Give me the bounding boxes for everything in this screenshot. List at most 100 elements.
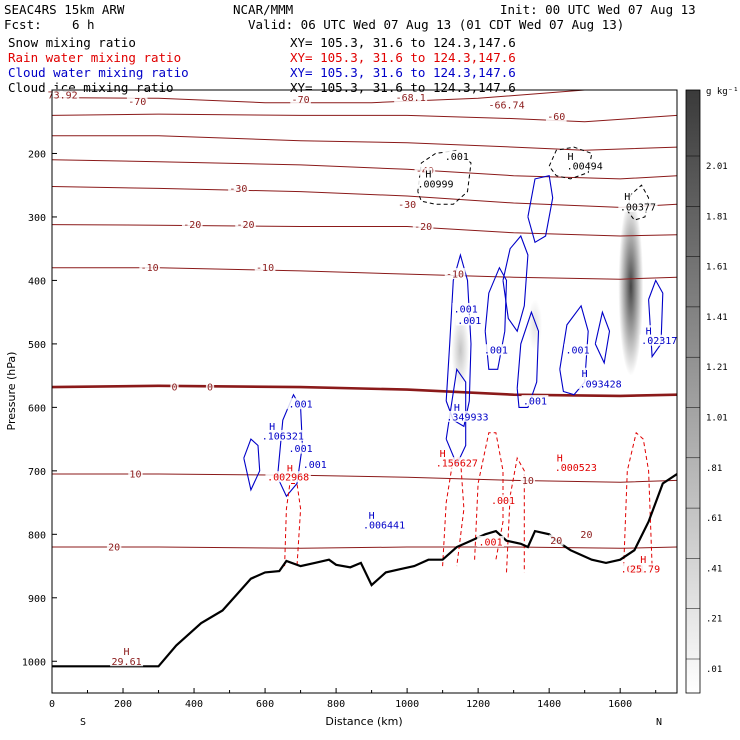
- contour-label: 0: [207, 383, 213, 394]
- contour-label-bg: [139, 261, 160, 273]
- cloud-water-contour: [559, 304, 589, 396]
- x-tick-label: 1400: [537, 699, 561, 710]
- contour-label-bg: [443, 150, 471, 162]
- cloud-water-contour: [648, 279, 664, 359]
- contour-label-bg: [122, 645, 131, 657]
- contour-label-bg: [254, 261, 276, 273]
- contour-label-bg: [290, 93, 311, 105]
- colorbar-tick-label: 2.01: [706, 162, 728, 172]
- contour-label: -30: [229, 184, 247, 195]
- cloud-ice-shading: [451, 312, 470, 389]
- contour-label: .00999: [417, 179, 453, 190]
- colorbar-tick-label: .21: [706, 615, 722, 625]
- contour-label: 20: [580, 530, 592, 541]
- contour-label-bg: [205, 381, 215, 393]
- rain-contour: [623, 431, 653, 567]
- contour-label: .001: [289, 400, 313, 411]
- contour-label: 29.61: [112, 657, 142, 668]
- contour-label: .001: [303, 460, 327, 471]
- contour-label: .156627: [436, 459, 478, 470]
- contour-label: .001: [445, 152, 469, 163]
- contour-label-bg: [444, 268, 466, 280]
- contour-label-bg: [235, 218, 256, 230]
- contour-label: 0: [171, 383, 177, 394]
- contour-label: 10: [129, 470, 141, 481]
- temperature-contour: [52, 135, 677, 151]
- y-axis-title: Pressure (hPa): [5, 352, 18, 431]
- contour-label-bg: [549, 534, 564, 546]
- contour-label-bg: [260, 429, 306, 441]
- contour-label-bg: [521, 395, 549, 407]
- contour-label: .00377: [620, 202, 656, 213]
- x-end-label-left: S: [80, 717, 86, 728]
- contour-label: -10: [446, 270, 464, 281]
- contour-label-bg: [46, 89, 80, 101]
- contour-label: H: [369, 511, 375, 522]
- contour-label-bg: [415, 177, 456, 189]
- contour-label-bg: [564, 344, 591, 356]
- x-tick-label: 800: [327, 699, 345, 710]
- contour-label: -20: [237, 220, 255, 231]
- contour-label-bg: [577, 377, 624, 389]
- x-tick-label: 1600: [608, 699, 632, 710]
- cloud-water-contour: [484, 266, 508, 370]
- contour-label-bg: [639, 553, 648, 565]
- contour-label-bg: [639, 334, 679, 346]
- temperature-contour: [52, 186, 677, 208]
- contour-label-bg: [566, 150, 575, 162]
- fcst-value: 6 h: [72, 17, 95, 32]
- colorbar-tick-label: .41: [706, 564, 722, 574]
- x-tick-label: 0: [49, 699, 55, 710]
- contour-label: .006441: [363, 520, 405, 531]
- contour-label: H: [640, 555, 646, 566]
- contour-label: .001: [457, 316, 481, 327]
- contour-label: .02317: [641, 336, 677, 347]
- contour-label-bg: [170, 381, 179, 393]
- contour-label-bg: [424, 167, 433, 179]
- temperature-contour: [52, 159, 677, 180]
- contour-label: H: [582, 369, 588, 380]
- contour-label-bg: [367, 509, 376, 521]
- contour-label: H: [287, 464, 293, 475]
- field-xy-rain: XY= 105.3, 31.6 to 124.3,147.6: [290, 50, 516, 65]
- fcst-label: Fcst:: [4, 17, 42, 32]
- field-xy-cloud-ice: XY= 105.3, 31.6 to 124.3,147.6: [290, 80, 516, 95]
- field-xy-cloud-water: XY= 105.3, 31.6 to 124.3,147.6: [290, 65, 516, 80]
- temperature-contour: [52, 546, 677, 549]
- contour-label-bg: [555, 452, 564, 464]
- colorbar-tick-label: .81: [706, 464, 722, 474]
- contour-label: H: [454, 403, 460, 414]
- contour-label: -20: [183, 220, 201, 231]
- contour-label-bg: [434, 457, 480, 469]
- contour-label: .002968: [267, 473, 309, 484]
- contour-label: 20: [108, 543, 120, 554]
- contour-label: H: [425, 169, 431, 180]
- contour-label: .001: [454, 304, 478, 315]
- contour-label: H: [646, 327, 652, 338]
- contour-label: .000523: [555, 463, 597, 474]
- contour-label: .349933: [446, 412, 488, 423]
- contour-label-bg: [110, 655, 144, 667]
- terrain-line: [52, 473, 677, 668]
- colorbar-tick-label: 1.41: [706, 313, 728, 323]
- contour-label-bg: [285, 462, 295, 474]
- contour-label-bg: [126, 95, 148, 107]
- contour-label: .001: [523, 397, 547, 408]
- y-tick-label: 300: [28, 213, 46, 224]
- y-tick-label: 600: [28, 403, 46, 414]
- colorbar: [685, 89, 701, 694]
- contour-label: -68.1: [396, 93, 426, 104]
- contour-label-bg: [520, 474, 536, 486]
- contour-label: H: [557, 454, 563, 465]
- y-tick-label: 1000: [22, 657, 46, 668]
- contour-label: .001: [566, 346, 590, 357]
- init-label: Init: 00 UTC Wed 07 Aug 13: [500, 2, 696, 17]
- contour-label-bg: [545, 110, 567, 122]
- contour-label-bg: [618, 200, 658, 212]
- contour-label: -66.74: [488, 101, 524, 112]
- contour-label-bg: [565, 160, 605, 172]
- contour-label-bg: [553, 461, 599, 473]
- cloud-water-contour: [243, 438, 261, 492]
- contour-label: .001: [491, 496, 515, 507]
